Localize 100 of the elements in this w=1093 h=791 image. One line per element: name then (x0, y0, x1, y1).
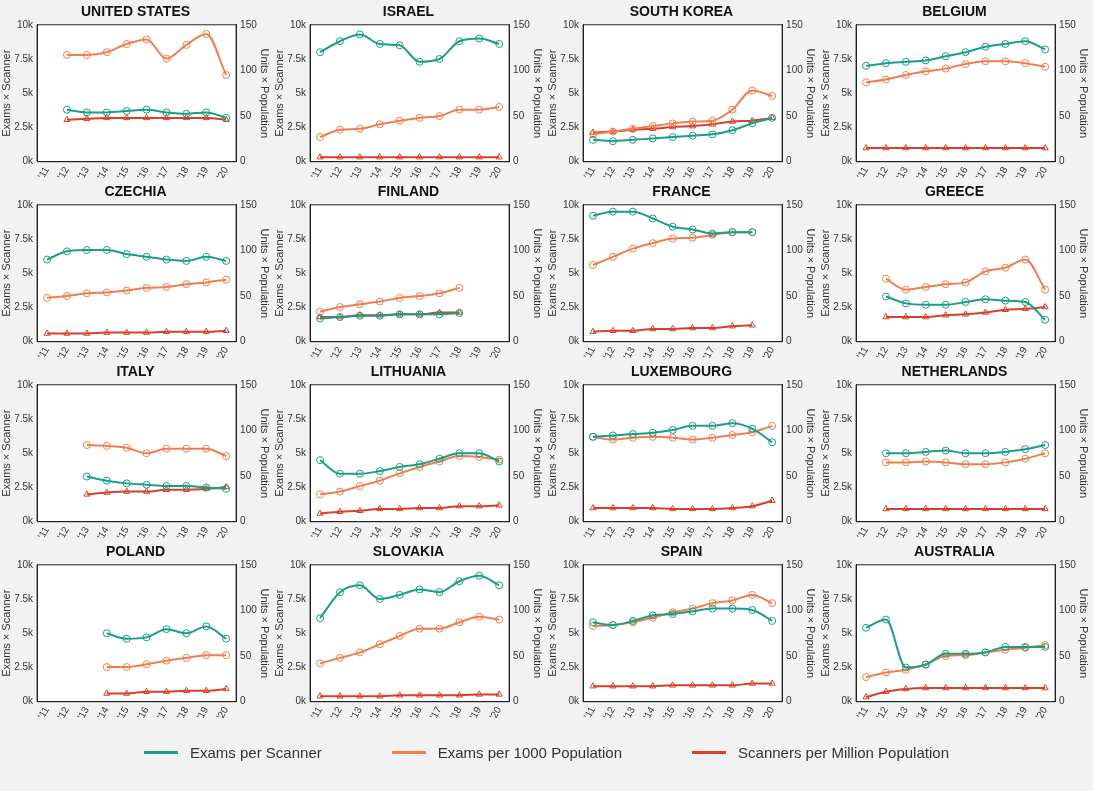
x-tick-label: '15 (933, 524, 950, 542)
x-tick-label: '14 (367, 524, 385, 542)
y2-tick-label: 50 (1059, 469, 1071, 481)
x-tick-label: '18 (447, 524, 464, 542)
x-tick-label: '15 (660, 164, 677, 182)
x-tick-label: '12 (55, 164, 72, 182)
x-tick-label: '14 (913, 164, 931, 182)
y2-tick-label: 150 (786, 18, 804, 30)
x-tick-label: '18 (993, 344, 1010, 362)
x-tick-label: '11 (581, 524, 598, 541)
y2-tick-label: 0 (1059, 695, 1066, 707)
y2-tick-label: 50 (240, 289, 252, 301)
y2-tick-label: 0 (513, 695, 520, 707)
chart-title: AUSTRALIA (914, 543, 995, 560)
y-tick-label: 7.5k (14, 592, 35, 604)
x-tick-label: '19 (194, 704, 211, 722)
x-tick-label: '13 (620, 704, 638, 722)
x-tick-label: '18 (720, 524, 737, 542)
y-tick-label: 2.5k (833, 661, 854, 673)
y-tick-label: 2.5k (833, 481, 854, 493)
y2-tick-label: 150 (240, 378, 258, 390)
x-tick-label: '13 (893, 344, 911, 362)
y-tick-label: 2.5k (560, 661, 581, 673)
x-tick-label: '20 (487, 704, 504, 722)
y2-tick-label: 100 (1059, 424, 1077, 436)
y2-tick-label: 100 (513, 244, 531, 256)
y-tick-label: 2.5k (287, 121, 308, 133)
y2-tick-label: 0 (240, 155, 247, 167)
x-tick-label: '12 (874, 704, 891, 722)
y-tick-label: 7.5k (14, 412, 35, 424)
x-tick-label: '17 (973, 524, 990, 542)
y-tick-label: 5k (22, 447, 35, 459)
y2-tick-label: 50 (1059, 289, 1071, 301)
x-tick-label: '17 (154, 704, 171, 722)
y2-axis-title: Units × Population (1078, 408, 1091, 499)
y2-tick-label: 50 (240, 109, 252, 121)
legend-label: Scanners per Million Population (738, 744, 949, 761)
y2-tick-label: 100 (513, 424, 531, 436)
chart-title: SPAIN (660, 543, 703, 560)
x-tick-label: '11 (854, 524, 871, 541)
y2-axis-title: Units × Population (532, 48, 545, 139)
chart-title: UNITED STATES (80, 3, 191, 20)
x-tick-label: '12 (328, 344, 345, 362)
x-tick-label: '20 (214, 704, 231, 722)
y2-tick-label: 100 (1059, 64, 1077, 76)
y-tick-label: 7.5k (287, 412, 308, 424)
y-tick-label: 2.5k (833, 301, 854, 313)
x-tick-label: '14 (913, 344, 931, 362)
y2-tick-label: 0 (786, 335, 793, 347)
x-tick-label: '20 (1033, 164, 1050, 182)
y2-axis-title: Units × Population (532, 228, 545, 319)
x-tick-label: '18 (720, 164, 737, 182)
x-tick-label: '14 (367, 344, 385, 362)
x-tick-label: '14 (94, 164, 112, 182)
y-axis-title: Exams × Scanner (818, 229, 831, 317)
y2-tick-label: 0 (513, 515, 520, 527)
y-tick-label: 7.5k (560, 412, 581, 424)
y2-tick-label: 150 (513, 198, 531, 210)
x-tick-label: '11 (581, 164, 598, 181)
x-tick-label: '14 (913, 704, 931, 722)
y-tick-label: 5k (568, 447, 581, 459)
y2-tick-label: 50 (513, 109, 525, 121)
x-tick-label: '20 (487, 344, 504, 362)
y-tick-label: 10k (16, 18, 35, 30)
x-tick-label: '19 (467, 704, 484, 722)
x-tick-label: '11 (581, 344, 598, 361)
x-tick-label: '19 (740, 524, 757, 542)
y2-tick-label: 100 (786, 604, 804, 616)
x-tick-label: '18 (447, 704, 464, 722)
x-tick-label: '11 (308, 704, 325, 721)
y-tick-label: 10k (562, 18, 581, 30)
x-tick-label: '16 (134, 704, 151, 722)
y-tick-label: 7.5k (560, 52, 581, 64)
y2-tick-label: 150 (240, 198, 258, 210)
y2-tick-label: 100 (786, 244, 804, 256)
x-tick-label: '15 (660, 524, 677, 542)
x-tick-label: '16 (953, 524, 970, 542)
chart-title: LUXEMBOURG (630, 363, 733, 380)
x-tick-label: '17 (973, 344, 990, 362)
y-tick-label: 0k (841, 155, 854, 167)
y-tick-label: 2.5k (287, 301, 308, 313)
y-tick-label: 10k (16, 558, 35, 570)
y-tick-label: 10k (289, 558, 308, 570)
x-tick-label: '19 (1013, 704, 1030, 722)
chart-title: CZECHIA (104, 183, 167, 200)
x-tick-label: '13 (74, 164, 92, 182)
y-tick-label: 2.5k (287, 481, 308, 493)
y-tick-label: 5k (22, 87, 35, 99)
y2-axis-title: Units × Population (1078, 48, 1091, 139)
y-axis-title: Exams × Scanner (0, 589, 12, 677)
y-tick-label: 10k (835, 378, 854, 390)
y-tick-label: 5k (568, 87, 581, 99)
x-tick-label: '13 (893, 164, 911, 182)
y-tick-label: 5k (841, 447, 854, 459)
y2-tick-label: 150 (513, 558, 531, 570)
y2-tick-label: 0 (513, 335, 520, 347)
x-tick-label: '15 (387, 164, 404, 182)
x-tick-label: '15 (114, 704, 131, 722)
x-tick-label: '19 (740, 344, 757, 362)
x-tick-label: '15 (387, 704, 404, 722)
